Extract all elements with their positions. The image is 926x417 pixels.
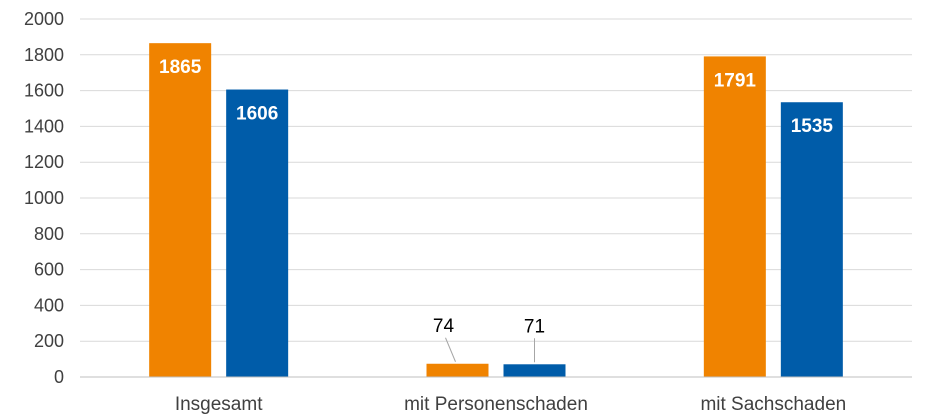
x-category-label: mit Personenschaden	[404, 394, 588, 415]
bar	[703, 56, 766, 377]
bar	[503, 364, 566, 377]
data-label: 1791	[714, 70, 757, 91]
y-tick-label: 0	[54, 367, 64, 387]
y-tick-label: 1000	[24, 188, 64, 208]
data-label: 1606	[236, 104, 278, 125]
x-category-label: mit Sachschaden	[700, 394, 846, 415]
x-axis-categories: Insgesamt mit Personenschaden mit Sachscha…	[175, 394, 846, 415]
bar	[780, 102, 843, 378]
y-tick-label: 1800	[24, 45, 64, 65]
bar	[149, 43, 212, 377]
bars	[149, 43, 843, 378]
bar	[226, 89, 289, 377]
y-tick-label: 1200	[24, 152, 64, 172]
leader-line	[445, 337, 456, 362]
data-labels: 1865 1606 74 71 1791 1535	[159, 57, 834, 363]
y-tick-label: 1400	[24, 116, 64, 136]
data-label: 71	[524, 316, 545, 337]
y-axis-ticks: 0 200 400 600 800 1000 1200 1400 1600 1800 2000	[24, 9, 64, 387]
y-tick-label: 600	[34, 260, 64, 280]
data-label: 74	[433, 316, 455, 337]
y-tick-label: 1600	[24, 81, 64, 101]
y-tick-label: 400	[34, 295, 64, 315]
y-tick-label: 200	[34, 331, 64, 351]
gridlines	[80, 18, 912, 342]
data-label: 1535	[791, 116, 834, 137]
y-tick-label: 2000	[24, 9, 64, 29]
y-tick-label: 800	[34, 224, 64, 244]
data-label: 1865	[159, 57, 202, 78]
bar	[426, 363, 489, 377]
x-category-label: Insgesamt	[175, 394, 263, 415]
